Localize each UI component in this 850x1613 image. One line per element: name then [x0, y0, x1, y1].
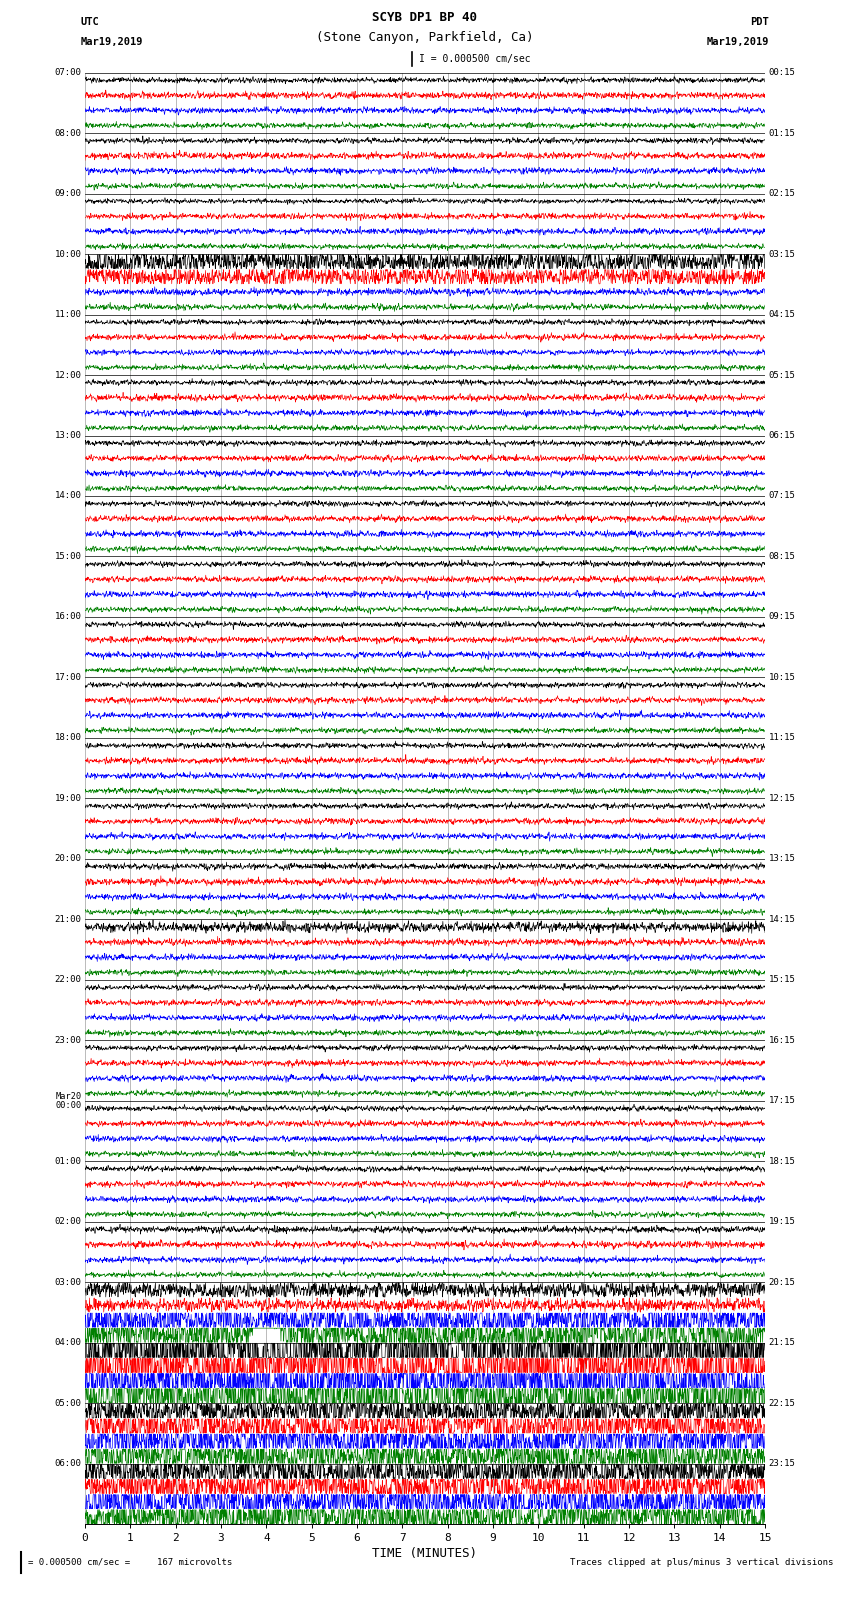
Text: Mar19,2019: Mar19,2019: [706, 37, 769, 47]
Text: 08:00: 08:00: [54, 129, 82, 137]
Text: 16:15: 16:15: [768, 1036, 796, 1045]
Text: 06:00: 06:00: [54, 1460, 82, 1468]
Text: PDT: PDT: [751, 18, 769, 27]
Text: 08:15: 08:15: [768, 552, 796, 561]
Text: 17:00: 17:00: [54, 673, 82, 682]
Text: 22:15: 22:15: [768, 1398, 796, 1408]
Text: 11:00: 11:00: [54, 310, 82, 319]
Text: 04:00: 04:00: [54, 1339, 82, 1347]
Text: 01:15: 01:15: [768, 129, 796, 137]
Text: 17:15: 17:15: [768, 1097, 796, 1105]
Text: 23:15: 23:15: [768, 1460, 796, 1468]
Text: 03:15: 03:15: [768, 250, 796, 258]
Text: 05:15: 05:15: [768, 371, 796, 379]
Text: Mar19,2019: Mar19,2019: [81, 37, 144, 47]
Text: 14:00: 14:00: [54, 492, 82, 500]
Text: 10:00: 10:00: [54, 250, 82, 258]
Text: 07:15: 07:15: [768, 492, 796, 500]
Text: 21:00: 21:00: [54, 915, 82, 924]
Text: 19:00: 19:00: [54, 794, 82, 803]
Text: 16:00: 16:00: [54, 613, 82, 621]
Text: 02:00: 02:00: [54, 1218, 82, 1226]
Text: 20:00: 20:00: [54, 855, 82, 863]
Text: 04:15: 04:15: [768, 310, 796, 319]
Text: 13:00: 13:00: [54, 431, 82, 440]
Text: UTC: UTC: [81, 18, 99, 27]
Text: Mar20
00:00: Mar20 00:00: [55, 1092, 82, 1110]
Text: 15:00: 15:00: [54, 552, 82, 561]
Text: 09:00: 09:00: [54, 189, 82, 198]
Text: 06:15: 06:15: [768, 431, 796, 440]
Text: 12:00: 12:00: [54, 371, 82, 379]
Text: I = 0.000500 cm/sec: I = 0.000500 cm/sec: [419, 53, 530, 65]
Text: 21:15: 21:15: [768, 1339, 796, 1347]
Text: 15:15: 15:15: [768, 976, 796, 984]
Text: 02:15: 02:15: [768, 189, 796, 198]
Text: Traces clipped at plus/minus 3 vertical divisions: Traces clipped at plus/minus 3 vertical …: [570, 1558, 833, 1566]
Text: 22:00: 22:00: [54, 976, 82, 984]
Text: 19:15: 19:15: [768, 1218, 796, 1226]
Text: 01:00: 01:00: [54, 1157, 82, 1166]
Text: 10:15: 10:15: [768, 673, 796, 682]
Text: 03:00: 03:00: [54, 1277, 82, 1287]
Text: 14:15: 14:15: [768, 915, 796, 924]
Text: 09:15: 09:15: [768, 613, 796, 621]
Text: 18:15: 18:15: [768, 1157, 796, 1166]
Text: 11:15: 11:15: [768, 734, 796, 742]
Text: (Stone Canyon, Parkfield, Ca): (Stone Canyon, Parkfield, Ca): [316, 31, 534, 44]
Text: 23:00: 23:00: [54, 1036, 82, 1045]
X-axis label: TIME (MINUTES): TIME (MINUTES): [372, 1547, 478, 1560]
Text: 00:15: 00:15: [768, 68, 796, 77]
Text: 20:15: 20:15: [768, 1277, 796, 1287]
Text: 13:15: 13:15: [768, 855, 796, 863]
Text: 07:00: 07:00: [54, 68, 82, 77]
Text: 18:00: 18:00: [54, 734, 82, 742]
Text: = 0.000500 cm/sec =     167 microvolts: = 0.000500 cm/sec = 167 microvolts: [28, 1558, 232, 1566]
Text: 12:15: 12:15: [768, 794, 796, 803]
Text: SCYB DP1 BP 40: SCYB DP1 BP 40: [372, 11, 478, 24]
Text: 05:00: 05:00: [54, 1398, 82, 1408]
